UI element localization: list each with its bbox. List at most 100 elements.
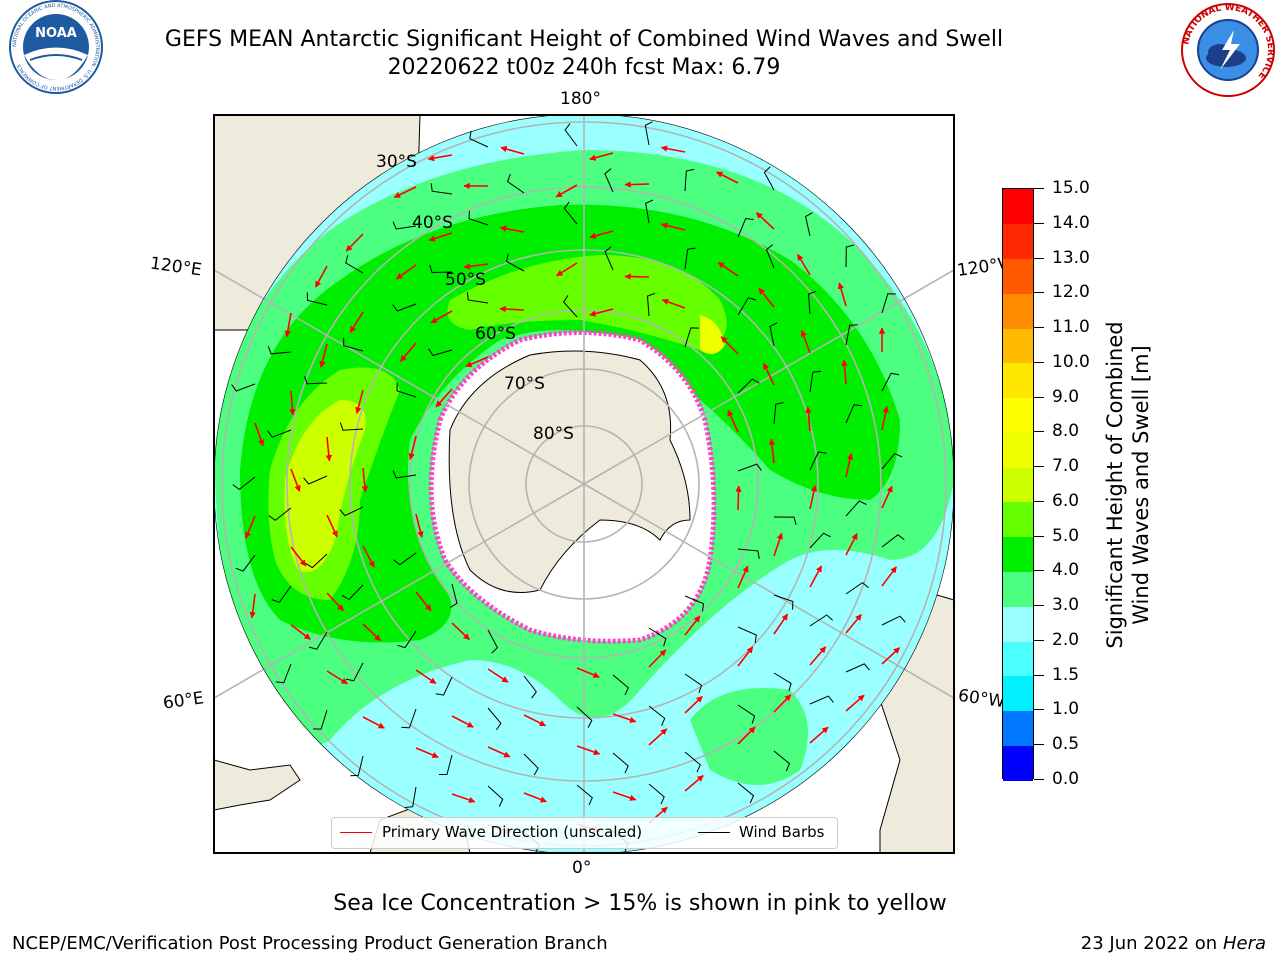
wave-direction-arrow xyxy=(881,647,901,665)
wave-direction-arrow xyxy=(319,343,328,368)
wind-barb xyxy=(604,168,614,193)
wave-direction-arrow xyxy=(589,308,614,317)
wave-direction-arrow xyxy=(773,613,789,635)
colorbar-tick-mark xyxy=(1034,292,1044,294)
wind-barb xyxy=(684,168,695,192)
wind-barb xyxy=(684,327,699,348)
colorbar-tick-mark xyxy=(1034,605,1044,607)
wave-direction-arrow xyxy=(408,435,417,460)
wind-barb xyxy=(345,662,364,682)
colorbar-tick-mark xyxy=(1034,639,1044,641)
wave-direction-arrow xyxy=(684,615,701,636)
wave-direction-arrow xyxy=(451,622,470,641)
colorbar-tick-label: 0.5 xyxy=(1052,734,1080,755)
wave-direction-arrow xyxy=(362,545,375,568)
colorbar-tick-mark xyxy=(1034,431,1044,433)
colorbar-tick-mark xyxy=(1034,570,1044,572)
colorbar-tick-label: 1.5 xyxy=(1052,664,1080,685)
wave-direction-arrow xyxy=(249,593,256,619)
wave-direction-arrow xyxy=(395,264,417,280)
wind-barb xyxy=(313,709,328,730)
wave-direction-arrow xyxy=(589,152,614,161)
wind-barb xyxy=(737,297,757,316)
wave-direction-arrow xyxy=(290,624,311,640)
wind-barb xyxy=(449,583,458,608)
wind-barb xyxy=(804,212,813,237)
wind-barbs xyxy=(231,121,906,853)
map-frame xyxy=(213,114,955,854)
wind-barb xyxy=(644,121,653,146)
wind-barb xyxy=(392,470,417,479)
lat-label-70s: 70°S xyxy=(504,374,545,394)
wind-barb xyxy=(809,451,827,471)
wave-direction-arrow xyxy=(290,468,301,492)
wave-direction-arrow xyxy=(355,389,364,414)
wave-direction-arrow xyxy=(289,390,296,416)
credit-line: NCEP/EMC/Verification Post Processing Pr… xyxy=(12,933,608,954)
colorbar-tick-label: 15.0 xyxy=(1052,178,1090,198)
wave-direction-arrow xyxy=(576,745,601,756)
lon-label-180: 180° xyxy=(560,89,601,109)
wave-direction-arrow xyxy=(362,623,381,642)
wind-barb xyxy=(845,244,855,268)
wave-direction-arrow xyxy=(326,670,348,685)
colorbar-tick-mark xyxy=(1034,188,1044,189)
colorbar-segment xyxy=(1003,606,1033,642)
wind-barb xyxy=(612,752,629,774)
wind-barb xyxy=(881,615,906,626)
wind-barb xyxy=(773,402,784,425)
legend-barb-label: Wind Barbs xyxy=(739,823,825,841)
wave-direction-arrow xyxy=(797,253,811,276)
wave-direction-arrow xyxy=(415,669,437,685)
wave-direction-arrow xyxy=(523,792,547,803)
wind-barb xyxy=(392,303,417,312)
colorbar-tick-mark xyxy=(1034,779,1044,780)
map-legend: Primary Wave Direction (unscaled) Wind B… xyxy=(331,817,838,849)
wind-barb xyxy=(468,210,489,226)
colorbar-tick-label: 0.0 xyxy=(1052,769,1080,789)
wave-direction-arrow xyxy=(325,436,333,462)
wind-barb xyxy=(308,631,328,650)
wind-barb xyxy=(563,295,578,318)
colorbar-tick-label: 8.0 xyxy=(1052,421,1080,442)
colorbar-tick-label: 5.0 xyxy=(1052,525,1080,546)
wave-direction-arrow xyxy=(845,533,858,556)
wind-barb xyxy=(809,370,821,393)
wave-direction-arrow xyxy=(624,273,650,280)
wave-direction-arrow xyxy=(465,356,489,368)
colorbar-tick-label: 1.0 xyxy=(1052,699,1080,720)
wave-direction-arrow xyxy=(415,513,424,538)
wind-barb xyxy=(350,755,364,777)
wind-barb xyxy=(343,337,364,352)
colorbar-tick-mark xyxy=(1034,674,1044,676)
wave-direction-arrow xyxy=(290,546,307,567)
wave-direction-arrow xyxy=(463,263,489,270)
wave-direction-arrow xyxy=(393,186,417,199)
colorbar-tick-label: 3.0 xyxy=(1052,595,1080,616)
wave-direction-arrow xyxy=(716,171,739,184)
colorbar-tick-label: 11.0 xyxy=(1052,317,1090,338)
wind-barb xyxy=(845,663,870,673)
wind-barb xyxy=(267,346,292,355)
date-stamp: 23 Jun 2022 on Hera xyxy=(1081,933,1266,954)
wave-direction-arrow xyxy=(660,145,686,153)
wave-direction-arrow xyxy=(773,532,783,557)
wind-barb xyxy=(487,707,502,731)
wind-barb xyxy=(339,422,364,431)
wave-direction-arrow xyxy=(737,565,749,589)
wind-barb xyxy=(576,706,593,728)
wind-barb xyxy=(435,676,453,696)
wind-barb xyxy=(267,429,292,438)
wind-barb xyxy=(339,506,364,517)
wind-barb xyxy=(563,201,578,225)
colorbar-tick-mark xyxy=(1034,466,1044,468)
wind-barb xyxy=(397,630,417,649)
wind-barb xyxy=(428,348,453,357)
lat-label-40s: 40°S xyxy=(412,213,453,233)
wind-barb xyxy=(737,548,760,559)
colorbar-segment xyxy=(1003,258,1033,294)
wind-barb xyxy=(773,750,791,772)
colorbar-tick-label: 13.0 xyxy=(1052,247,1090,268)
wind-barb xyxy=(684,247,696,270)
